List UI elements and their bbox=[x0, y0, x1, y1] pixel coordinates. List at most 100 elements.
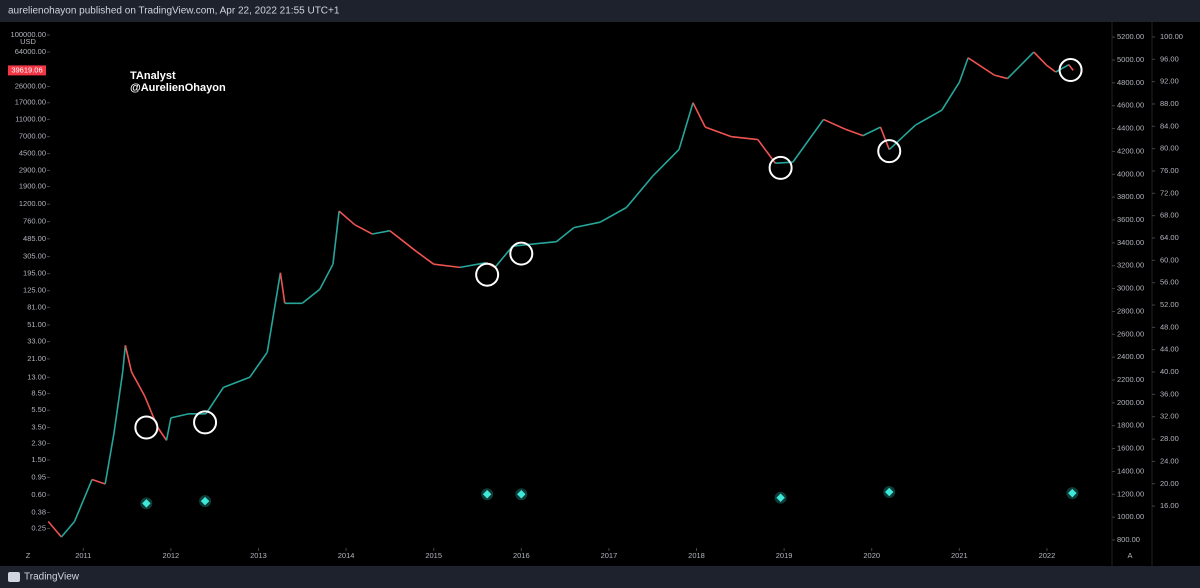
price-segment bbox=[888, 124, 917, 151]
highlight-circle bbox=[509, 241, 534, 266]
y2-tick-label: 800.00 bbox=[1117, 535, 1140, 544]
y3-tick-label: 68.00 bbox=[1160, 211, 1179, 220]
header-bar bbox=[0, 0, 1200, 22]
last-price-box bbox=[8, 65, 46, 76]
footer-bar bbox=[0, 566, 1200, 588]
y2-tick-label: 5200.00 bbox=[1117, 32, 1144, 41]
y-tick-label: 0.25 bbox=[31, 523, 46, 532]
y-tick-label: 33.00 bbox=[27, 337, 46, 346]
y-tick-label: 17000.00 bbox=[15, 98, 46, 107]
y2-tick-label: 2000.00 bbox=[1117, 398, 1144, 407]
y-tick-label: 7000.00 bbox=[19, 132, 46, 141]
x-tick-label: 2012 bbox=[163, 551, 180, 560]
y-tick-label: 0.60 bbox=[31, 490, 46, 499]
y2-tick-label: 1600.00 bbox=[1117, 444, 1144, 453]
y-tick-label: 0.38 bbox=[31, 507, 46, 516]
price-segment bbox=[165, 417, 172, 441]
y2-tick-label: 1200.00 bbox=[1117, 489, 1144, 498]
last-price-label: 39619.06 bbox=[11, 65, 42, 74]
price-segment bbox=[301, 288, 321, 304]
corner-button[interactable]: A bbox=[1127, 551, 1132, 560]
highlight-circle bbox=[1058, 58, 1083, 83]
signal bbox=[482, 490, 492, 499]
y-tick-label: 100000.00 bbox=[11, 30, 46, 39]
y2-tick-label: 4000.00 bbox=[1117, 169, 1144, 178]
y3-tick-label: 44.00 bbox=[1160, 345, 1179, 354]
y3-tick-label: 16.00 bbox=[1160, 501, 1179, 510]
x-tick-label: 2020 bbox=[863, 551, 880, 560]
y3-tick-label: 48.00 bbox=[1160, 322, 1179, 331]
price-segment bbox=[862, 126, 881, 137]
signal bbox=[200, 496, 210, 506]
y2-tick-label: 5000.00 bbox=[1117, 55, 1144, 64]
x-tick-label: 2021 bbox=[951, 551, 968, 560]
y3-tick-label: 96.00 bbox=[1160, 54, 1179, 63]
price-segment bbox=[124, 345, 133, 373]
y3-tick-label: 76.00 bbox=[1160, 166, 1179, 175]
y2-tick-label: 2800.00 bbox=[1117, 306, 1144, 315]
price-segment bbox=[625, 175, 654, 209]
highlight-circle bbox=[475, 262, 500, 287]
y3-tick-label: 84.00 bbox=[1160, 121, 1179, 130]
price-segment bbox=[170, 413, 189, 419]
price-segment bbox=[279, 272, 286, 304]
corner-button[interactable]: Z bbox=[26, 551, 31, 560]
price-segment bbox=[338, 210, 356, 226]
y-tick-label: 760.00 bbox=[23, 217, 46, 226]
x-tick-label: 2016 bbox=[513, 551, 530, 560]
y-unit: USD bbox=[20, 37, 36, 46]
price-segment bbox=[823, 118, 846, 131]
y3-tick-label: 64.00 bbox=[1160, 233, 1179, 242]
y-tick-label: 8.50 bbox=[31, 389, 46, 398]
y2-tick-label: 3200.00 bbox=[1117, 261, 1144, 270]
signal bbox=[776, 493, 785, 502]
price-segment bbox=[113, 371, 124, 434]
y-tick-label: 26000.00 bbox=[15, 81, 46, 90]
y3-tick-label: 40.00 bbox=[1160, 367, 1179, 376]
y2-tick-label: 1000.00 bbox=[1117, 512, 1144, 521]
y-tick-label: 485.00 bbox=[23, 234, 46, 243]
price-segment bbox=[555, 227, 575, 243]
price-segment bbox=[652, 149, 680, 177]
y-tick-label: 305.00 bbox=[23, 252, 46, 261]
price-segment bbox=[223, 376, 251, 389]
price-segment bbox=[130, 371, 146, 397]
price-segment bbox=[354, 224, 373, 235]
price-segment bbox=[104, 433, 115, 485]
y-tick-label: 51.00 bbox=[27, 320, 46, 329]
footer: TradingView bbox=[24, 572, 80, 583]
y3-tick-label: 32.00 bbox=[1160, 412, 1179, 421]
signal bbox=[517, 490, 526, 499]
y-tick-label: 2900.00 bbox=[19, 165, 46, 174]
header: aurelienohayon published on TradingView.… bbox=[8, 6, 340, 17]
signal bbox=[884, 487, 894, 497]
y-tick-label: 195.00 bbox=[23, 269, 46, 278]
y-tick-label: 13.00 bbox=[27, 372, 46, 381]
y2-tick-label: 4400.00 bbox=[1117, 124, 1144, 133]
y3-tick-label: 56.00 bbox=[1160, 278, 1179, 287]
price-segment bbox=[529, 240, 557, 246]
price-segment bbox=[121, 345, 127, 372]
footer-logo bbox=[8, 572, 20, 582]
annotation: @AurelienOhayon bbox=[130, 82, 226, 94]
price-segment bbox=[266, 272, 282, 353]
price-segment bbox=[389, 230, 417, 252]
y-tick-label: 64000.00 bbox=[15, 47, 46, 56]
price-segment bbox=[941, 81, 960, 111]
price-segment bbox=[249, 351, 268, 378]
y-tick-label: 81.00 bbox=[27, 302, 46, 311]
price-segment bbox=[157, 427, 168, 441]
price-segment bbox=[332, 211, 340, 265]
price-segment bbox=[1006, 51, 1035, 80]
y-tick-label: 11000.00 bbox=[15, 114, 46, 123]
y3-tick-label: 72.00 bbox=[1160, 188, 1179, 197]
price-segment bbox=[879, 126, 890, 150]
x-tick-label: 2011 bbox=[75, 551, 91, 560]
y-tick-label: 0.95 bbox=[31, 472, 46, 481]
y2-tick-label: 2200.00 bbox=[1117, 375, 1144, 384]
y-tick-label: 5.50 bbox=[31, 405, 46, 414]
highlight-circle bbox=[134, 415, 159, 440]
x-tick-label: 2013 bbox=[250, 551, 267, 560]
y3-tick-label: 60.00 bbox=[1160, 255, 1179, 264]
